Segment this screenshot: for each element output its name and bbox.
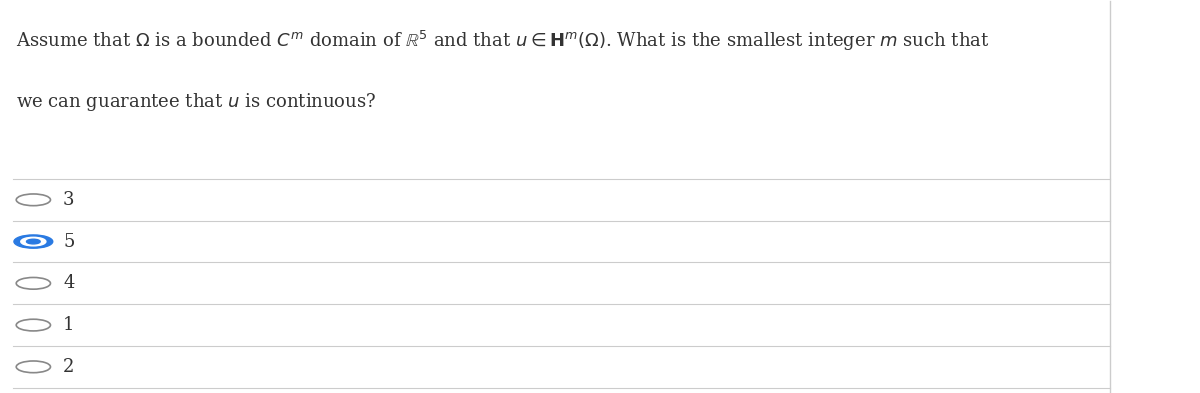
Text: 1: 1 — [64, 316, 74, 334]
Text: 3: 3 — [64, 191, 74, 209]
Circle shape — [14, 235, 53, 248]
Text: Assume that $\Omega$ is a bounded $C^m$ domain of $\mathbb{R}^5$ and that $u \in: Assume that $\Omega$ is a bounded $C^m$ … — [17, 29, 990, 53]
Text: we can guarantee that $u$ is continuous?: we can guarantee that $u$ is continuous? — [17, 91, 377, 113]
Text: 2: 2 — [64, 358, 74, 376]
Circle shape — [20, 237, 46, 246]
Circle shape — [26, 239, 41, 244]
Text: 4: 4 — [64, 274, 74, 292]
Text: 5: 5 — [64, 233, 74, 251]
